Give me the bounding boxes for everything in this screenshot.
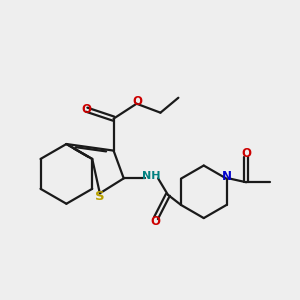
- Text: S: S: [95, 190, 105, 203]
- Text: O: O: [132, 95, 142, 108]
- Text: O: O: [241, 147, 251, 161]
- Text: N: N: [221, 170, 232, 183]
- Text: NH: NH: [142, 171, 161, 181]
- Text: O: O: [150, 215, 161, 228]
- Text: O: O: [81, 103, 91, 116]
